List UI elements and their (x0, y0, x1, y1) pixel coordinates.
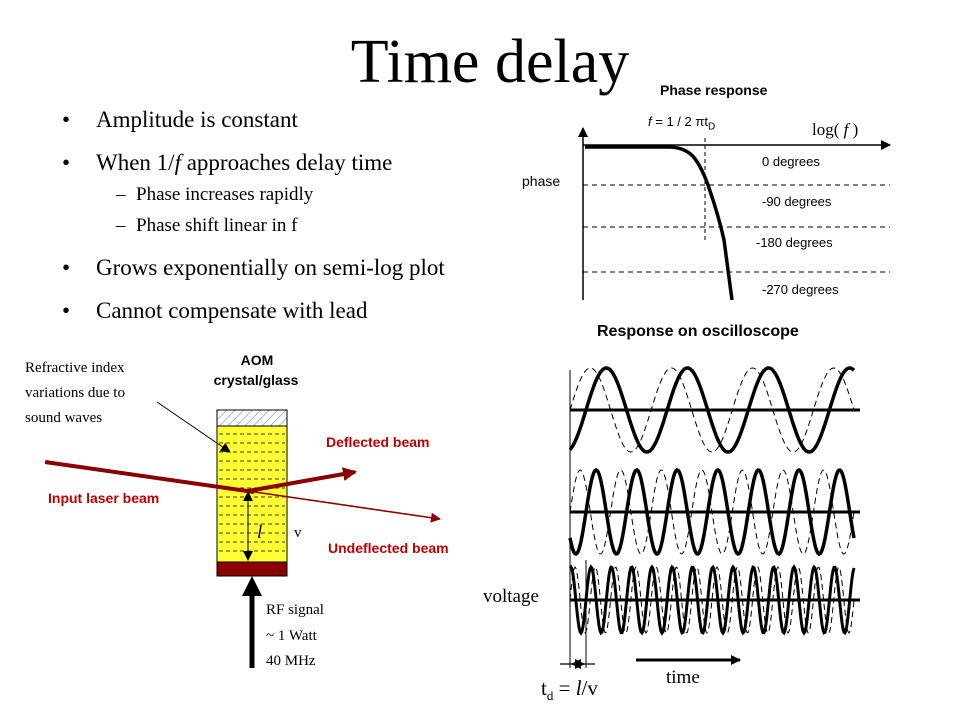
level-label-180: -180 degrees (756, 235, 833, 250)
note-line3: sound waves (25, 410, 103, 426)
delayed-wave-1 (568, 366, 856, 454)
bullet-compensate: Cannot compensate with lead (60, 295, 445, 326)
bullet-delay-time: When 1/f approaches delay time (60, 147, 445, 178)
rf-line1: RF signal (266, 602, 324, 618)
v-label: v (294, 525, 302, 541)
aom-transducer (216, 561, 288, 577)
aom-title-line1: AOM (240, 352, 274, 368)
delayed-wave-3 (568, 564, 856, 636)
undeflected-beam (247, 490, 441, 523)
l-label: l (257, 522, 263, 543)
aom-title-line2: crystal/glass (213, 372, 299, 388)
reference-wave-1 (569, 367, 855, 453)
deflected-beam-label: Deflected beam (326, 434, 430, 450)
bullet-amplitude: Amplitude is constant (60, 104, 445, 135)
phase-plot (578, 127, 891, 301)
level-label-270: -270 degrees (762, 282, 839, 297)
subbullet-phase-linear: Phase shift linear in f (60, 212, 445, 240)
undeflected-beam-label: Undeflected beam (328, 540, 449, 556)
level-label-90: -90 degrees (762, 194, 832, 209)
bullet-exponential: Grows exponentially on semi-log plot (60, 252, 445, 283)
page-title: Time delay (350, 28, 630, 96)
oscilloscope (560, 366, 860, 669)
rf-line2: ~ 1 Watt (266, 628, 317, 644)
rf-line3: 40 MHz (266, 653, 316, 669)
voltage-label: voltage (483, 586, 539, 607)
aom-diagram (44, 401, 441, 668)
phase-plot-title: Phase response (660, 82, 768, 98)
phase-curve (585, 145, 734, 301)
note-line2: variations due to (25, 385, 125, 401)
phase-y-label: phase (522, 173, 561, 189)
subbullet-phase-increases: Phase increases rapidly (60, 181, 445, 209)
td-label: td = l/v (541, 676, 598, 704)
level-label-0: 0 degrees (762, 154, 820, 169)
corner-frequency-label: f = 1 / 2 πtD (648, 114, 716, 133)
phase-x-label: log( f ) (812, 120, 859, 139)
input-beam-label: Input laser beam (48, 490, 160, 506)
note-pointer (156, 401, 231, 453)
reference-wave-2 (569, 469, 855, 555)
time-label: time (666, 667, 700, 688)
note-line1: Refractive index (25, 360, 125, 376)
oscilloscope-title: Response on oscilloscope (597, 323, 799, 340)
bullet-list: Amplitude is constant When 1/f approache… (60, 92, 445, 326)
deflected-beam (247, 467, 357, 493)
input-beam (44, 460, 255, 494)
delayed-wave-2 (568, 468, 856, 556)
aom-top-absorber (216, 409, 288, 427)
